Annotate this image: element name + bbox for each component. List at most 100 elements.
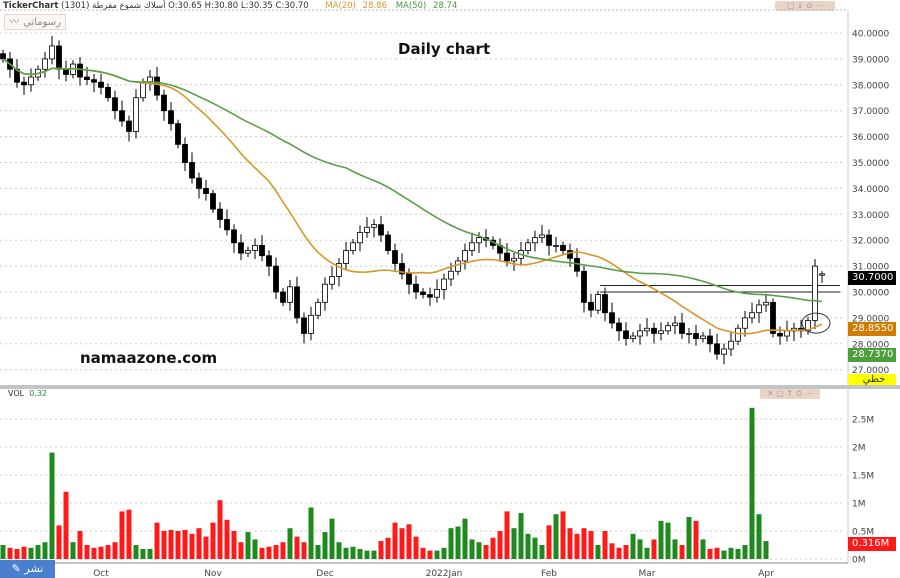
price-tick-label: 28.0000	[852, 340, 889, 350]
price-tick-label: 39.0000	[852, 55, 889, 65]
price-tick-label: 31.0000	[852, 263, 889, 273]
volume-bar	[21, 546, 27, 559]
date-tick-label: Nov	[204, 569, 222, 578]
candle-body	[231, 229, 237, 244]
volume-last-badge: 0.316M	[848, 537, 896, 551]
volume-bar	[448, 528, 454, 559]
volume-tick-label: 1.5M	[852, 472, 874, 482]
volume-bar	[196, 528, 202, 559]
volume-bar	[574, 533, 580, 559]
candle-body	[756, 304, 762, 314]
candle-body	[385, 234, 391, 251]
candle-body	[350, 242, 356, 251]
volume-bar	[119, 511, 125, 559]
candle-body	[84, 76, 90, 81]
date-tick-label: Dec	[316, 569, 333, 578]
price-tick-label: 27.0000	[852, 366, 889, 376]
volume-bar	[504, 511, 510, 559]
volume-bar	[658, 520, 664, 559]
volume-tick-label: 0.5M	[852, 528, 874, 538]
volume-bar	[168, 529, 174, 559]
volume-bar	[287, 528, 293, 559]
candle-body	[427, 294, 433, 298]
volume-bar	[518, 513, 524, 559]
site-watermark: namaazone.com	[80, 349, 218, 367]
volume-bar	[329, 518, 335, 559]
ma20-value: 28.86	[362, 1, 388, 11]
candle-body	[609, 312, 615, 324]
volume-bar	[532, 537, 538, 559]
volume-bar	[343, 547, 349, 559]
candle-body	[616, 322, 622, 332]
volume-bar	[161, 531, 167, 559]
volume-label: VOL 0.32	[8, 389, 47, 398]
chart-title: Daily chart	[398, 40, 491, 58]
volume-bar	[581, 528, 587, 559]
date-tick-label: 2022Jan	[426, 569, 463, 578]
price-tick-label: 37.0000	[852, 107, 889, 117]
price-panel-tools[interactable]: ▢ ↓ ⊙ ⋯	[775, 1, 835, 11]
candle-body	[77, 63, 83, 78]
ohlc-readout: O:30.65 H:30.80 L:30.35 C:30.70	[168, 1, 309, 11]
candle-body	[777, 333, 783, 337]
candle-body	[217, 208, 223, 220]
date-tick-label: Feb	[541, 569, 557, 578]
volume-bar	[756, 514, 762, 559]
volume-bar	[693, 520, 699, 559]
volume-bar	[427, 550, 433, 559]
volume-bar	[385, 537, 391, 559]
drawings-button[interactable]: 〰 رسوماتي	[4, 14, 66, 30]
candle-body	[287, 286, 293, 303]
volume-bar	[42, 542, 48, 559]
candle-body	[245, 250, 251, 254]
candle-body	[707, 335, 713, 345]
candle-body	[476, 237, 482, 244]
candle-body	[315, 301, 321, 316]
volume-bar	[441, 547, 447, 559]
candle-body	[819, 273, 825, 276]
chart-type-badge[interactable]: خطي	[848, 374, 896, 385]
candle-body	[728, 340, 734, 350]
candle-body	[651, 327, 657, 334]
volume-bar	[721, 550, 727, 559]
candle-body	[581, 270, 587, 303]
date-tick-label: Oct	[93, 569, 109, 578]
volume-bar	[455, 526, 461, 559]
volume-panel-tools[interactable]: ✕ ▢ ↑ ⊙ ⋯	[760, 389, 820, 399]
volume-bar	[224, 519, 230, 559]
candle-body	[238, 242, 244, 254]
volume-bar	[77, 531, 83, 559]
candle-body	[770, 301, 776, 334]
candle-body	[560, 244, 566, 251]
candle-body	[98, 81, 104, 88]
candle-body	[189, 162, 195, 179]
price-tick-label: 33.0000	[852, 211, 889, 221]
volume-bar	[147, 548, 153, 559]
volume-bar	[112, 542, 118, 559]
price-tick-label: 36.0000	[852, 133, 889, 143]
candle-body	[812, 265, 818, 321]
volume-bar	[497, 531, 503, 559]
candle-body	[301, 317, 307, 334]
volume-bar	[70, 542, 76, 559]
volume-bar	[238, 542, 244, 559]
candle-body	[658, 330, 664, 334]
volume-bar	[679, 545, 685, 559]
candle-body	[588, 301, 594, 311]
volume-name: VOL	[8, 389, 25, 398]
candle-body	[203, 187, 209, 194]
volume-bar	[322, 532, 328, 559]
candle-body	[140, 81, 146, 99]
volume-bar	[525, 533, 531, 559]
price-tick-label: 32.0000	[852, 237, 889, 247]
volume-bar	[301, 542, 307, 559]
candle-body	[280, 291, 286, 303]
share-button[interactable]: ✎ نشر	[0, 560, 55, 578]
volume-bar	[350, 546, 356, 559]
volume-bar	[266, 546, 272, 559]
candle-body	[266, 255, 272, 267]
volume-bar	[175, 531, 181, 559]
candle-body	[784, 330, 790, 337]
candle-body	[700, 335, 706, 340]
